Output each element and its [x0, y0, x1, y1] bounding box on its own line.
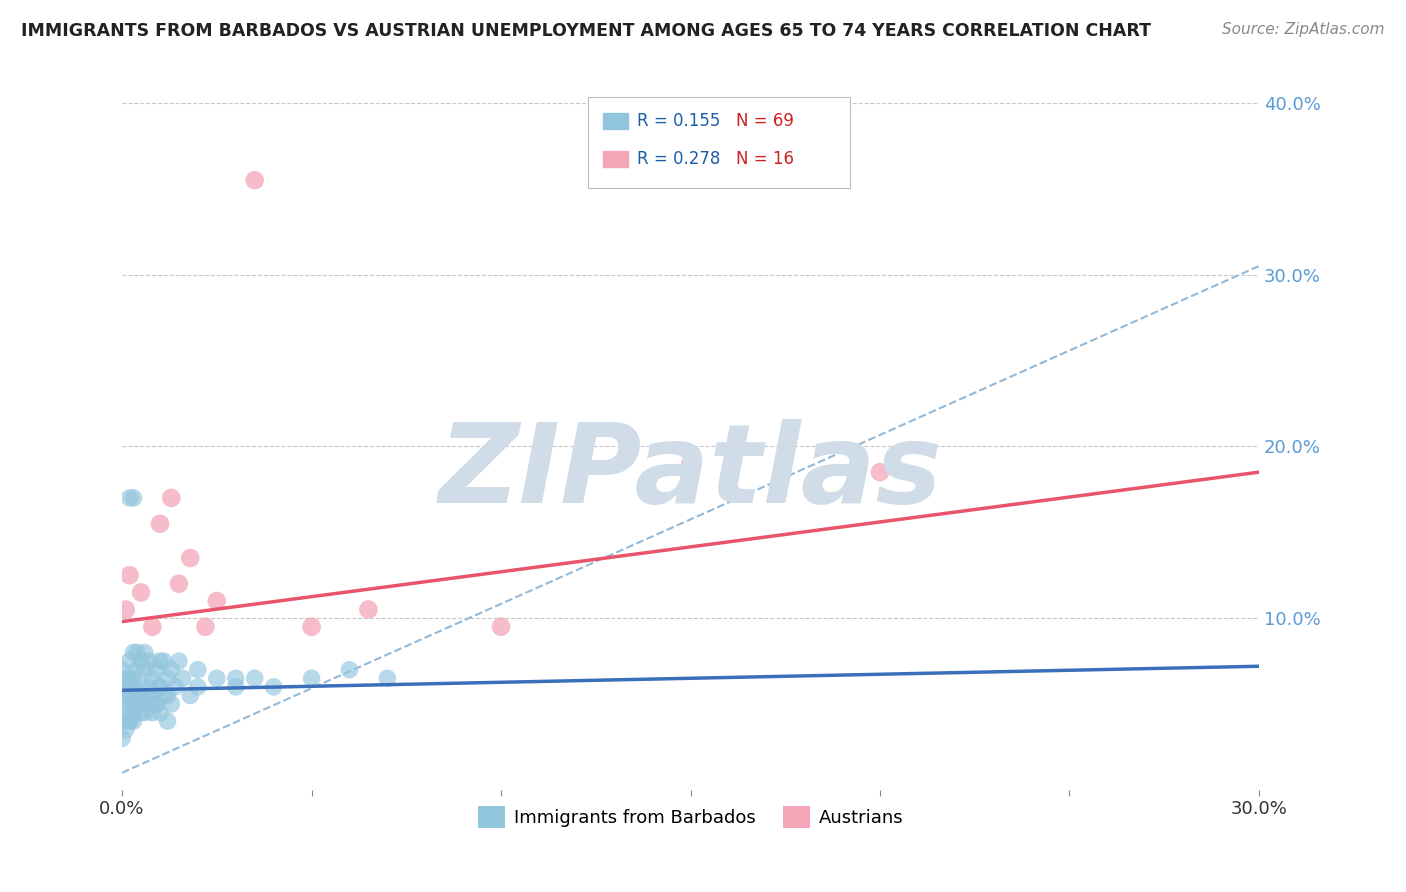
Bar — [603, 151, 628, 167]
Point — [141, 620, 163, 634]
Point — [145, 697, 167, 711]
Point — [129, 585, 152, 599]
Point — [225, 680, 247, 694]
Point — [115, 723, 138, 737]
Text: IMMIGRANTS FROM BARBADOS VS AUSTRIAN UNEMPLOYMENT AMONG AGES 65 TO 74 YEARS CORR: IMMIGRANTS FROM BARBADOS VS AUSTRIAN UNE… — [21, 22, 1152, 40]
Point — [115, 602, 138, 616]
Point — [179, 689, 201, 703]
Point — [118, 714, 141, 729]
Text: ZIPatlas: ZIPatlas — [439, 419, 942, 526]
Point — [160, 491, 183, 505]
Point — [118, 680, 141, 694]
Point — [127, 663, 149, 677]
Point — [138, 689, 160, 703]
Point — [115, 706, 138, 720]
Point — [118, 491, 141, 505]
Point — [243, 173, 266, 187]
Point — [172, 671, 194, 685]
Point — [129, 689, 152, 703]
Text: R = 0.155: R = 0.155 — [637, 112, 720, 130]
Point — [122, 646, 145, 660]
Point — [156, 671, 179, 685]
Point — [111, 697, 134, 711]
Point — [152, 689, 174, 703]
Point — [156, 714, 179, 729]
Point — [165, 680, 187, 694]
Point — [122, 697, 145, 711]
Point — [156, 689, 179, 703]
Text: R = 0.278: R = 0.278 — [637, 150, 720, 168]
Point — [149, 516, 172, 531]
Point — [127, 646, 149, 660]
Point — [187, 663, 209, 677]
Point — [263, 680, 285, 694]
Point — [679, 457, 702, 471]
Point — [145, 663, 167, 677]
Bar — [603, 113, 628, 129]
Point — [118, 654, 141, 668]
Point — [134, 663, 156, 677]
Point — [179, 551, 201, 566]
Point — [122, 491, 145, 505]
Point — [141, 689, 163, 703]
Point — [149, 706, 172, 720]
Text: N = 16: N = 16 — [735, 150, 794, 168]
Point — [118, 568, 141, 582]
Point — [301, 671, 323, 685]
Point — [127, 697, 149, 711]
Point — [111, 663, 134, 677]
Point — [122, 680, 145, 694]
Point — [129, 654, 152, 668]
Point — [141, 706, 163, 720]
Point — [149, 680, 172, 694]
Point — [122, 671, 145, 685]
Legend: Immigrants from Barbados, Austrians: Immigrants from Barbados, Austrians — [471, 798, 911, 835]
Point — [869, 465, 891, 479]
Point — [375, 671, 398, 685]
Point — [357, 602, 380, 616]
Point — [122, 706, 145, 720]
Point — [205, 594, 228, 608]
Text: N = 69: N = 69 — [735, 112, 794, 130]
Point — [115, 689, 138, 703]
Point — [127, 689, 149, 703]
Point — [138, 654, 160, 668]
Point — [160, 663, 183, 677]
Point — [149, 654, 172, 668]
Point — [115, 689, 138, 703]
Point — [489, 620, 512, 634]
Text: Source: ZipAtlas.com: Source: ZipAtlas.com — [1222, 22, 1385, 37]
Point — [134, 646, 156, 660]
Point — [160, 697, 183, 711]
Point — [339, 663, 361, 677]
Point — [118, 671, 141, 685]
Point — [111, 680, 134, 694]
Point — [134, 697, 156, 711]
Point — [149, 680, 172, 694]
Point — [122, 714, 145, 729]
FancyBboxPatch shape — [588, 97, 849, 187]
Point — [243, 671, 266, 685]
Point — [115, 671, 138, 685]
Point — [225, 671, 247, 685]
Point — [145, 697, 167, 711]
Point — [111, 714, 134, 729]
Point — [141, 671, 163, 685]
Point — [187, 680, 209, 694]
Point — [205, 671, 228, 685]
Point — [301, 620, 323, 634]
Point — [138, 680, 160, 694]
Point — [129, 706, 152, 720]
Point — [152, 654, 174, 668]
Point — [194, 620, 217, 634]
Point — [111, 731, 134, 746]
Point — [134, 706, 156, 720]
Point — [167, 654, 190, 668]
Point — [118, 714, 141, 729]
Point — [129, 680, 152, 694]
Point — [167, 576, 190, 591]
